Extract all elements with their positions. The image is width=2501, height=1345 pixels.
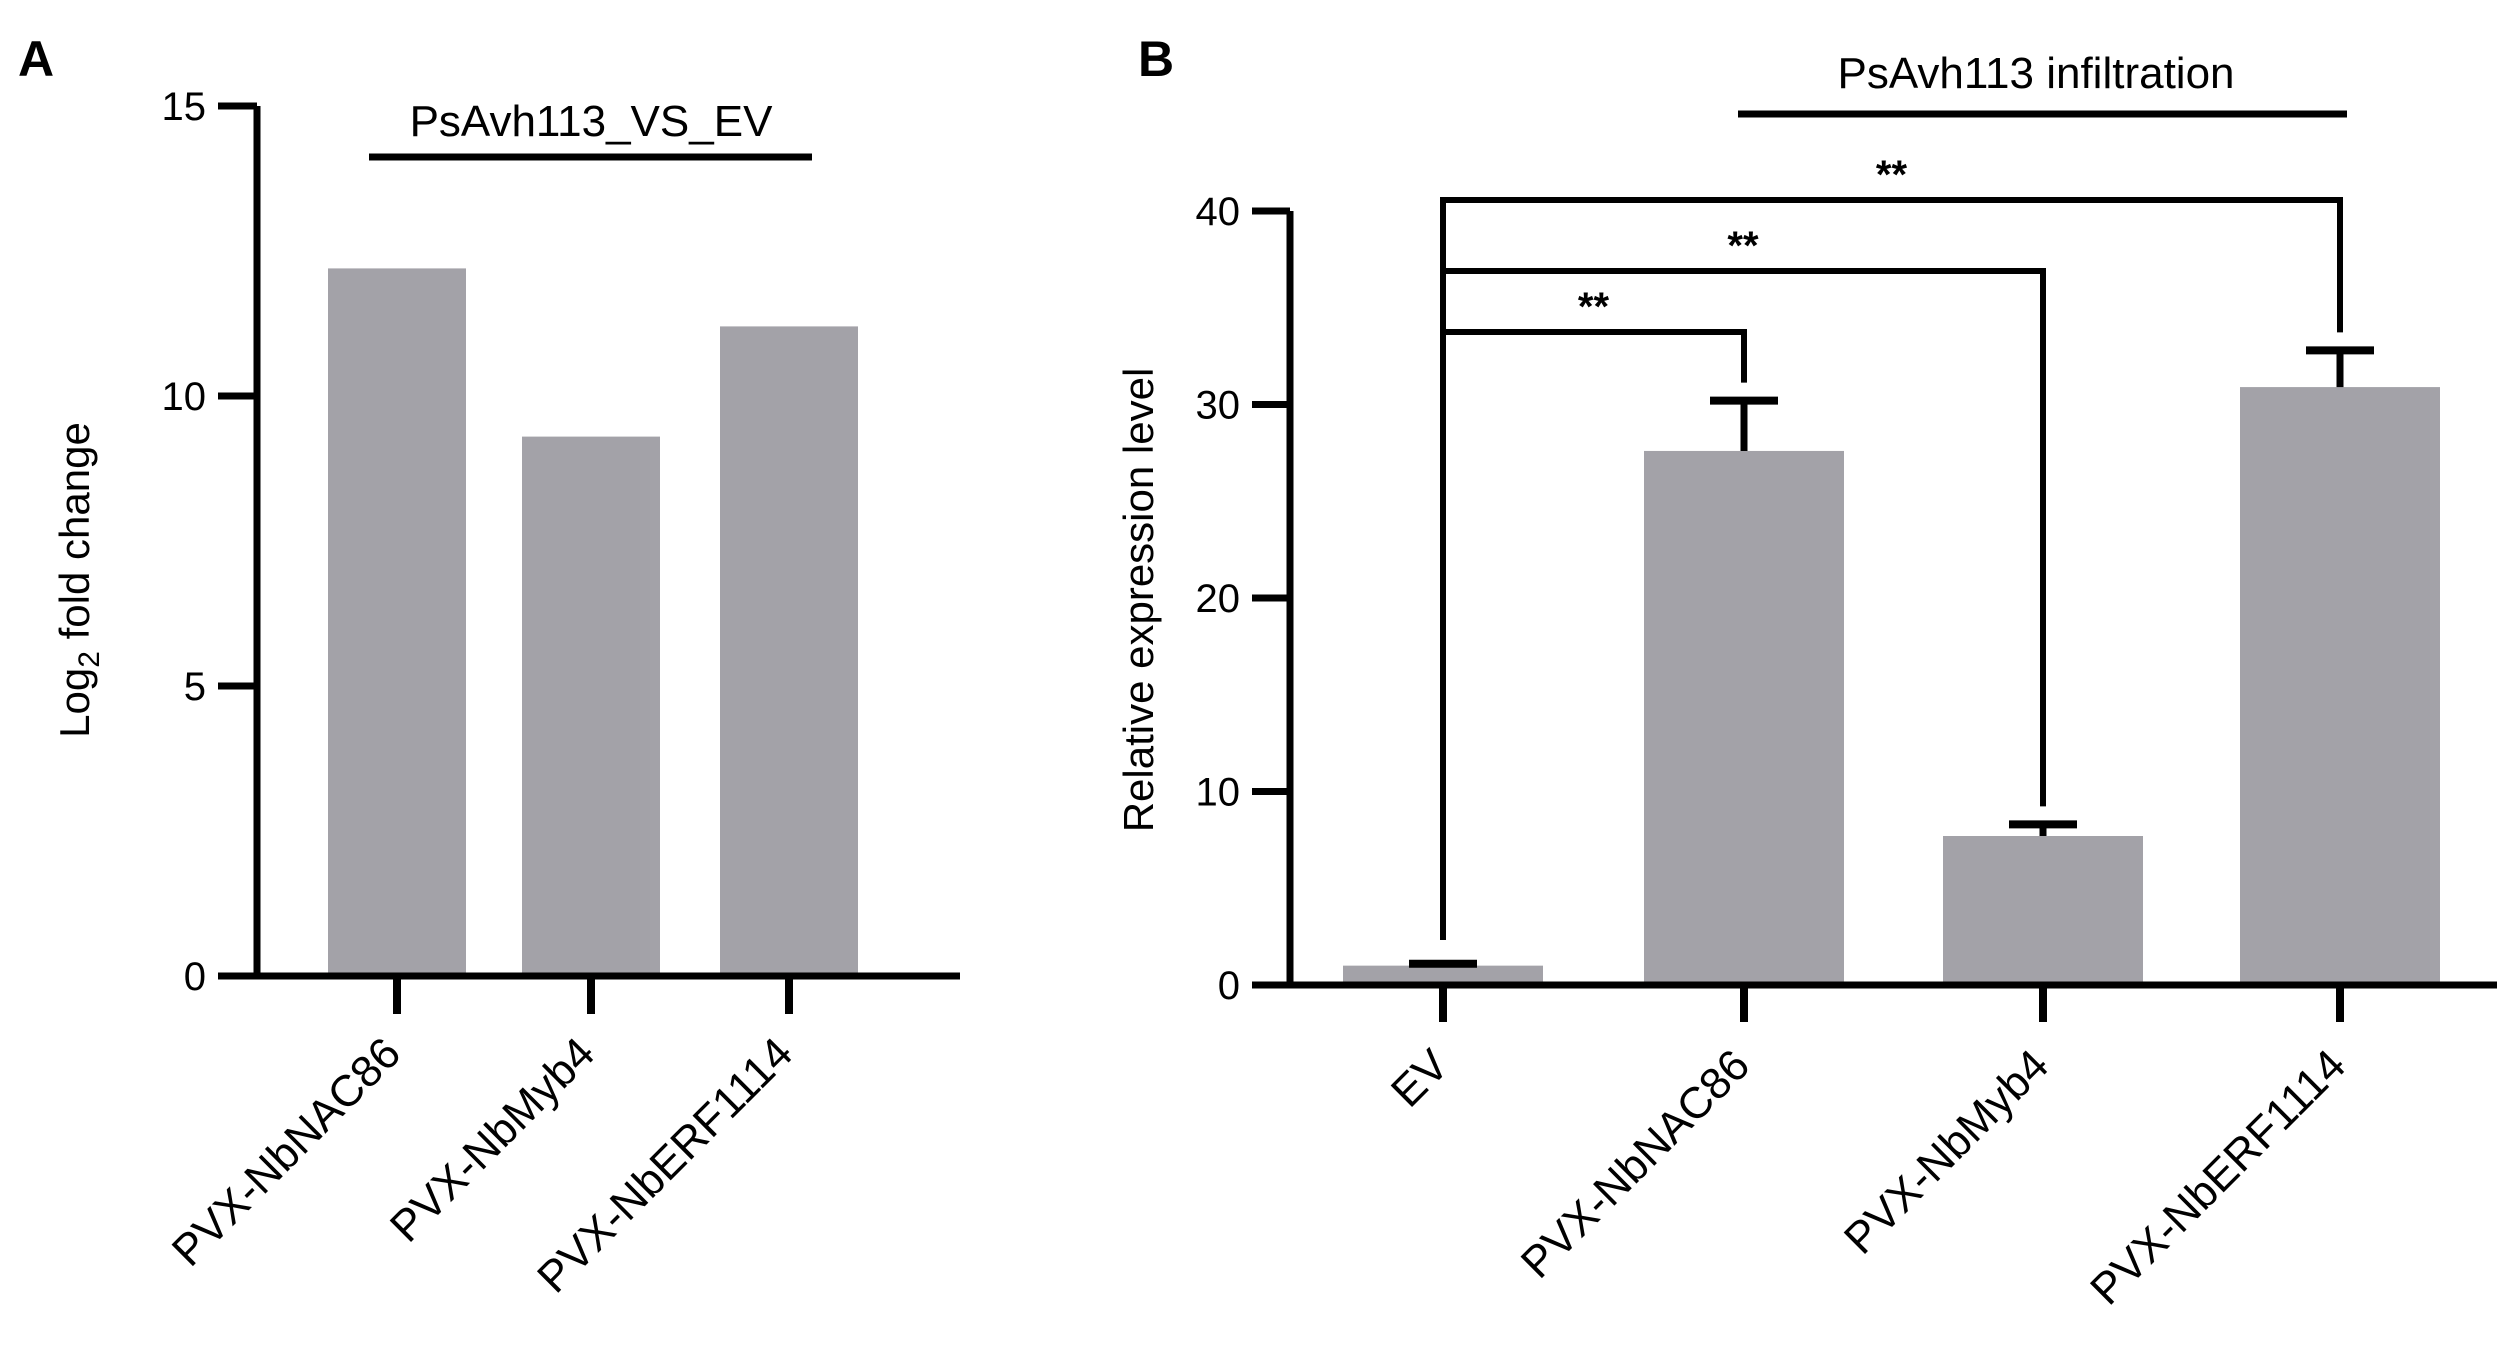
panel-b-significance-label-0: ** xyxy=(1578,285,1610,329)
panel-a-bar-1 xyxy=(522,436,660,977)
panel-a-label: A xyxy=(18,31,54,87)
panel-a-group-label: PsAvh113_VS_EV xyxy=(410,97,774,146)
panel-a-y-ticks: 0 5 10 15 xyxy=(162,85,257,999)
panel-b-y-tick-label-4: 40 xyxy=(1196,190,1241,234)
panel-a-bar-0 xyxy=(328,268,466,976)
panel-b-y-ticks: 0 10 20 30 40 xyxy=(1196,190,1290,1008)
panel-a-x-ticks xyxy=(393,976,793,1014)
panel-a-y-tick-label-2: 10 xyxy=(162,375,207,419)
panel-b-label: B xyxy=(1138,31,1174,87)
panel-b-x-label-3: PVX-NbERF1114 xyxy=(2081,1040,2355,1314)
panel-b-y-axis-title: Relative expression level xyxy=(1115,368,1162,833)
panel-a-y-axis-title-sub: 2 xyxy=(73,651,106,668)
panel-b-y-tick-label-3: 30 xyxy=(1196,384,1241,428)
panel-b-bar-0 xyxy=(1343,965,1543,985)
panel-a-y-axis-title-rest: fold change xyxy=(51,422,98,651)
panel-b-x-label-0: EV xyxy=(1382,1040,1459,1117)
panel-b-bar-1 xyxy=(1644,450,1844,985)
panel-a-x-label-0: PVX-NbNAC86 xyxy=(163,1028,410,1275)
panel-b-bar-2 xyxy=(1943,836,2143,985)
panel-b-x-label-2: PVX-NbMyb4 xyxy=(1835,1040,2058,1263)
panel-b-x-labels: EV PVX-NbNAC86 PVX-NbMyb4 PVX-NbERF1114 xyxy=(1382,1040,2355,1314)
panel-a-y-tick-label-1: 5 xyxy=(184,665,206,709)
panel-b-bars xyxy=(1343,387,2440,986)
panel-a: A PsAvh113_VS_EV Log2 fold change 0 5 10 15… xyxy=(18,31,960,1302)
panel-b-x-ticks xyxy=(1439,985,2344,1022)
panel-b-y-tick-label-1: 10 xyxy=(1196,771,1241,815)
panel-b-y-tick-label-0: 0 xyxy=(1218,964,1240,1008)
panel-a-bar-2 xyxy=(720,326,858,976)
panel-b-significance-label-2: ** xyxy=(1876,153,1908,197)
panel-b: B PsAvh113 infiltration Relative express… xyxy=(1115,31,2497,1314)
panel-b-bar-3 xyxy=(2240,387,2440,986)
panel-a-y-tick-label-0: 0 xyxy=(184,955,206,999)
panel-b-x-label-1: PVX-NbNAC86 xyxy=(1512,1040,1759,1287)
panel-a-x-label-1: PVX-NbMyb4 xyxy=(381,1028,604,1251)
panel-b-significance-bracket-2 xyxy=(1440,197,2343,940)
panel-a-bars xyxy=(328,268,858,977)
panel-a-y-tick-label-3: 15 xyxy=(162,85,207,129)
panel-b-error-bars xyxy=(1409,346,2374,968)
panel-b-significance: ** ** ** xyxy=(1440,153,2343,940)
panel-a-y-axis-title-main: Log xyxy=(51,668,98,738)
panel-b-significance-label-1: ** xyxy=(1727,224,1759,268)
panel-b-y-tick-label-2: 20 xyxy=(1196,577,1241,621)
panel-a-y-axis-title: Log2 fold change xyxy=(51,422,106,738)
panel-b-group-label: PsAvh113 infiltration xyxy=(1837,49,2234,98)
